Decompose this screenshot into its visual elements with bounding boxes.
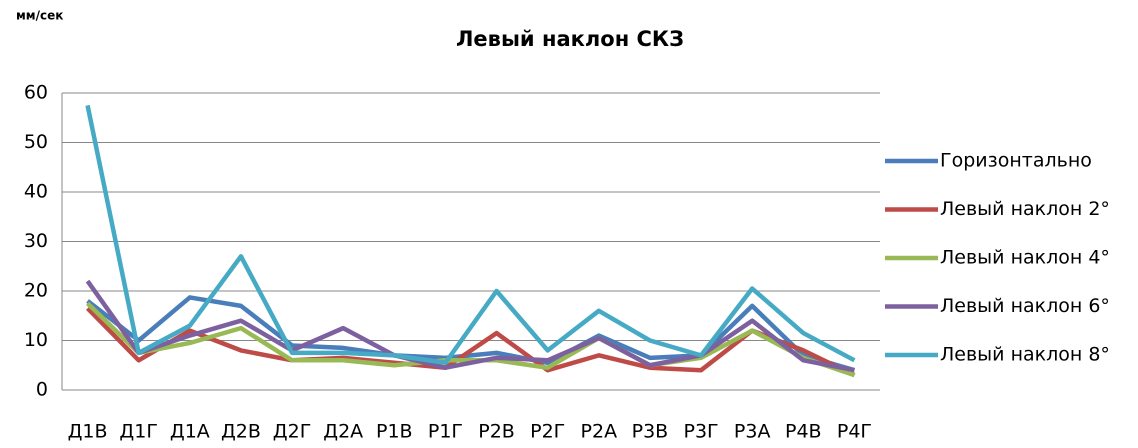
x-tick-label: Р4В	[785, 421, 822, 443]
data-line	[85, 279, 855, 373]
x-tick-label: Д1В	[68, 421, 108, 443]
x-tick-label: Д2А	[323, 421, 363, 443]
x-tick-label: Р2А	[581, 421, 618, 443]
x-tick-label: Р1Г	[428, 421, 463, 443]
data-line	[85, 306, 856, 378]
y-tick-label: 40	[24, 181, 48, 203]
legend-label: Горизонтально	[940, 150, 1092, 172]
x-tick-label: Р2Г	[530, 421, 565, 443]
x-tick-label: Р1В	[376, 421, 413, 443]
x-tick-label: Д1Г	[119, 421, 158, 443]
legend-label: Левый наклон 2°	[940, 198, 1110, 220]
y-axis-label: мм/сек	[16, 9, 63, 23]
y-tick-label: 0	[36, 379, 48, 401]
x-tick-label: Р3Г	[683, 421, 718, 443]
data-line	[85, 104, 856, 366]
x-tick-label: Р3А	[734, 421, 771, 443]
legend-label: Левый наклон 8°	[940, 344, 1110, 366]
y-tick-label: 30	[24, 230, 48, 252]
data-line	[86, 295, 856, 373]
x-tick-label: Р3В	[632, 421, 669, 443]
y-tick-label: 50	[24, 131, 48, 153]
x-tick-label: Д2Г	[273, 421, 312, 443]
x-tick-label: Р4Г	[837, 421, 872, 443]
chart-title: Левый наклон СКЗ	[456, 27, 684, 51]
legend-label: Левый наклон 4°	[940, 247, 1110, 269]
data-line	[85, 301, 856, 378]
x-tick-label: Д2В	[221, 421, 261, 443]
x-tick-label: Р2В	[478, 421, 515, 443]
x-tick-label: Д1А	[170, 421, 210, 443]
y-tick-label: 10	[24, 329, 48, 351]
y-tick-label: 20	[24, 280, 48, 302]
legend-label: Левый наклон 6°	[940, 295, 1110, 317]
y-tick-label: 60	[24, 82, 48, 104]
